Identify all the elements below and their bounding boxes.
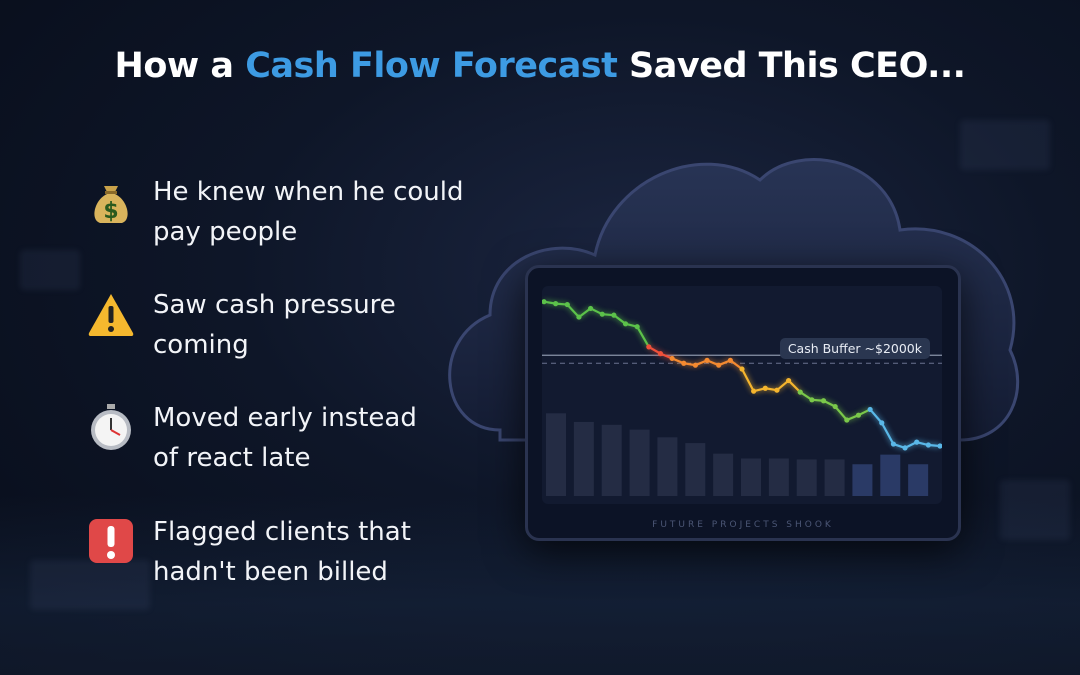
line-point	[564, 301, 570, 308]
chart-screen: Cash Buffer ~$2000k	[542, 286, 942, 504]
bokeh	[30, 560, 150, 610]
exclamation-icon	[89, 519, 133, 563]
line-point	[937, 443, 942, 449]
line-point	[681, 360, 687, 366]
line-point	[925, 442, 931, 448]
line-point	[867, 406, 873, 413]
line-point	[890, 441, 897, 447]
bullet-text-line1: Flagged clients that	[153, 517, 411, 547]
chart-bar	[768, 458, 789, 496]
line-segment	[880, 422, 895, 445]
line-point	[751, 388, 757, 394]
line-point	[797, 389, 803, 395]
title-post: Saved This CEO...	[617, 46, 966, 86]
line-point	[553, 301, 559, 307]
bullet-text-line1: Saw cash pressure	[153, 290, 396, 320]
bullet-text-line1: He knew when he could	[153, 177, 464, 207]
line-point	[809, 397, 815, 403]
chart-bar	[852, 464, 873, 496]
chart-bar	[573, 421, 594, 496]
bullet-item: Moved early instead of react late	[86, 398, 506, 488]
line-point	[855, 412, 862, 418]
line-point	[774, 387, 780, 393]
line-point	[879, 420, 885, 426]
bullet-text-line2: coming	[153, 330, 249, 360]
chart-bar	[601, 424, 622, 496]
line-point	[692, 362, 699, 368]
line-point	[634, 324, 640, 330]
line-segment	[834, 405, 848, 421]
stopwatch-icon	[91, 404, 131, 450]
monitor-footer: FUTURE PROJECTS SHOOK	[652, 520, 834, 530]
bokeh	[960, 120, 1050, 170]
line-point	[902, 445, 908, 451]
line-segment	[787, 379, 802, 393]
chart-bar	[546, 413, 566, 496]
line-point	[832, 403, 838, 410]
line-point	[611, 312, 617, 318]
line-point	[646, 344, 652, 350]
line-point	[669, 355, 675, 362]
title-highlight: Cash Flow Forecast	[245, 46, 618, 86]
title-pre: How a	[114, 46, 246, 86]
line-point	[844, 417, 850, 423]
line-point	[657, 351, 664, 357]
line-point	[785, 377, 792, 384]
line-point	[820, 398, 827, 404]
line-segment	[869, 408, 883, 424]
line-point	[542, 299, 547, 305]
line-point	[716, 362, 722, 368]
chart-bar	[908, 464, 929, 496]
cash-buffer-label: Cash Buffer ~$2000k	[779, 338, 930, 359]
line-segment	[741, 368, 755, 392]
bullet-item: $ He knew when he could pay people	[86, 172, 506, 262]
chart-bar	[685, 443, 706, 496]
bullet-text-line1: Moved early instead	[153, 403, 417, 433]
line-point	[727, 357, 733, 363]
bullet-item: Saw cash pressure coming	[86, 285, 506, 375]
chart-bar	[713, 453, 734, 496]
line-point	[576, 314, 582, 320]
bullet-item: Flagged clients that hadn't been billed	[86, 512, 506, 602]
chart-bar	[629, 429, 650, 496]
cloud-illustration: Cash Buffer ~$2000k FUTURE PROJECTS SHOO…	[430, 140, 1030, 550]
chart-bar	[796, 459, 817, 496]
money-bag-icon: $	[94, 186, 128, 224]
svg-text:$: $	[103, 199, 118, 224]
chart-bar	[824, 459, 845, 496]
bokeh	[1000, 480, 1070, 540]
bokeh	[20, 250, 80, 290]
line-point	[704, 357, 710, 363]
line-point	[622, 321, 629, 327]
warning-icon	[88, 294, 134, 336]
monitor: Cash Buffer ~$2000k FUTURE PROJECTS SHOO…	[525, 265, 961, 541]
page-title: How a Cash Flow Forecast Saved This CEO.…	[0, 46, 1080, 86]
forecast-chart	[542, 299, 942, 496]
bullet-text-line2: pay people	[153, 217, 298, 247]
chart-bar	[880, 454, 901, 496]
line-segment	[636, 326, 650, 348]
line-point	[587, 305, 594, 312]
line-point	[739, 366, 745, 372]
bullet-text-line2: hadn't been billed	[153, 557, 388, 587]
line-point	[762, 385, 768, 391]
bullet-text-line2: of react late	[153, 443, 311, 473]
line-point	[914, 439, 920, 445]
line-point	[599, 311, 605, 317]
line-segment	[566, 303, 580, 318]
chart-bar	[741, 458, 761, 496]
chart-bar	[657, 437, 678, 496]
